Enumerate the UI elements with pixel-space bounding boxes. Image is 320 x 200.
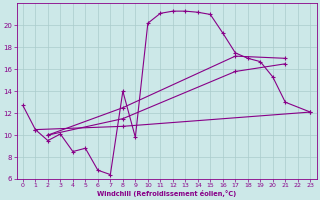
X-axis label: Windchill (Refroidissement éolien,°C): Windchill (Refroidissement éolien,°C)	[97, 190, 236, 197]
